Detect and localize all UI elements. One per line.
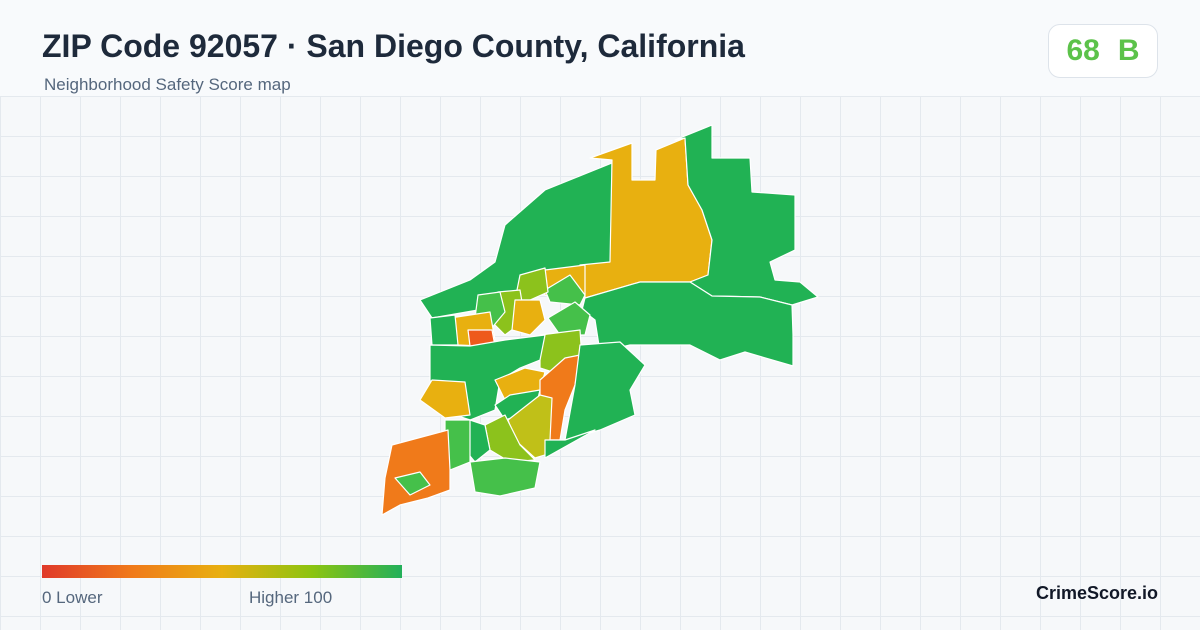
safety-score-badge: 68 B	[1048, 24, 1158, 78]
neighborhood-area	[429, 314, 459, 346]
safety-score-value: 68	[1066, 34, 1100, 67]
neighborhood-area	[544, 274, 586, 306]
neighborhood-area	[511, 299, 546, 336]
neighborhood-area	[419, 379, 471, 419]
brand-logo-text: CrimeScore.io	[1036, 583, 1159, 603]
neighborhood-area	[674, 124, 819, 306]
legend-high-label: Higher 100	[249, 588, 333, 607]
page-title: ZIP Code 92057 · San Diego County, Calif…	[42, 28, 745, 64]
legend-color-scale	[42, 565, 402, 578]
legend-low-label: 0 Lower	[42, 588, 103, 607]
neighborhood-area	[581, 281, 794, 367]
neighborhood-area	[394, 471, 431, 496]
safety-score-grade: B	[1117, 34, 1140, 67]
neighborhood-area	[544, 429, 596, 459]
neighborhood-area	[469, 457, 541, 497]
page-subtitle: Neighborhood Safety Score map	[44, 75, 291, 94]
header: ZIP Code 92057 · San Diego County, Calif…	[0, 0, 1200, 96]
neighborhood-area	[564, 341, 646, 441]
